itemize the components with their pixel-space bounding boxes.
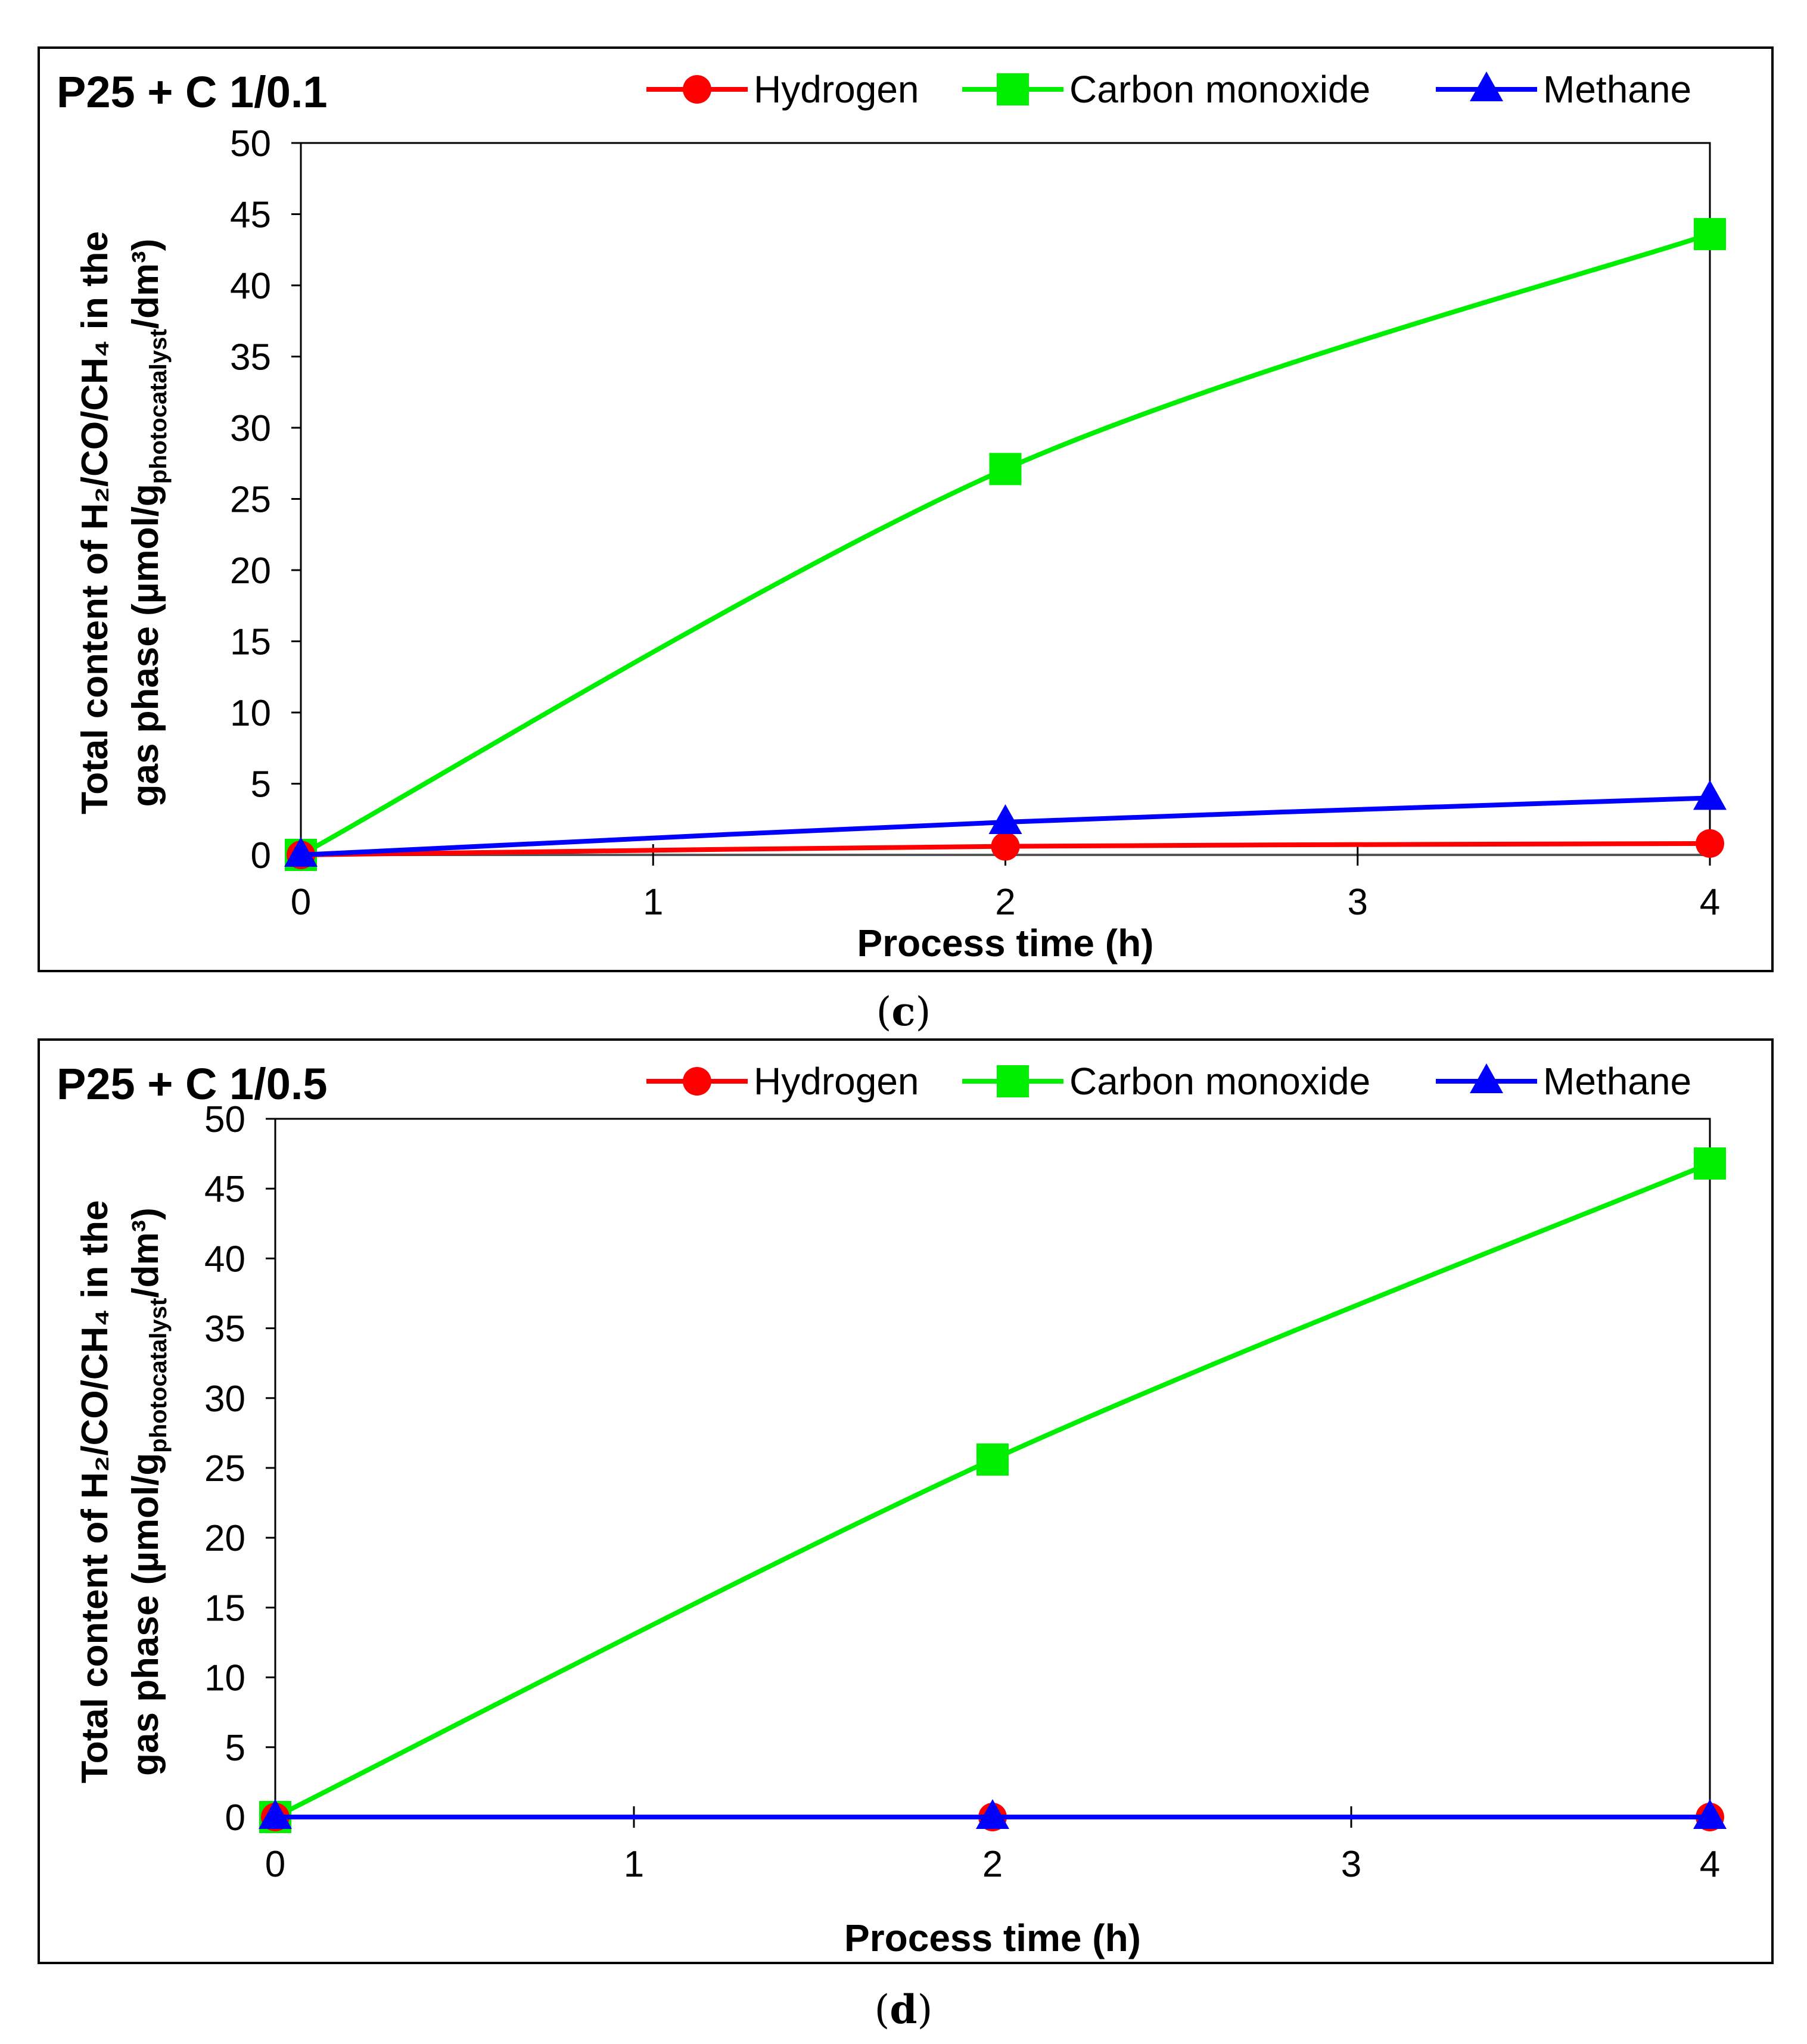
y-tick-label: 10 bbox=[230, 693, 271, 734]
chart-panel-0: P25 + C 1/0.1 0 5 10 15 20 25 30 35 40 45 50 0 1 2 3 4 Pr… bbox=[38, 46, 1774, 972]
x-tick-label: 3 bbox=[1348, 882, 1368, 923]
data-point-methane bbox=[976, 1799, 1009, 1829]
y-tick-label: 50 bbox=[204, 1099, 245, 1140]
x-tick-label: 0 bbox=[291, 882, 311, 923]
panel-caption-c: (c) bbox=[876, 988, 931, 1035]
series-line-carbon-monoxide bbox=[274, 1161, 1711, 1819]
y-tick-label: 20 bbox=[204, 1518, 245, 1559]
y-tick-label: 0 bbox=[225, 1797, 245, 1838]
chart-title: P25 + C 1/0.1 bbox=[57, 67, 328, 117]
data-point-hydrogen bbox=[1696, 829, 1724, 858]
legend-label-2: Methane bbox=[1543, 1060, 1691, 1103]
x-tick-label: 2 bbox=[995, 882, 1015, 923]
data-point-hydrogen bbox=[991, 832, 1020, 861]
y-tick-label: 45 bbox=[230, 195, 271, 236]
x-axis-label: Process time (h) bbox=[857, 922, 1154, 965]
data-point-methane bbox=[988, 804, 1022, 835]
data-point-carbon-monoxide bbox=[976, 1443, 1009, 1476]
y-tick-label: 30 bbox=[230, 408, 271, 449]
legend-marker-0 bbox=[683, 75, 711, 104]
data-point-methane bbox=[284, 837, 318, 867]
data-point-methane bbox=[1693, 780, 1727, 810]
plot-area bbox=[300, 142, 1711, 856]
legend-label-0: Hydrogen bbox=[754, 1060, 919, 1103]
y-tick-label: 45 bbox=[204, 1169, 245, 1210]
data-point-carbon-monoxide bbox=[989, 453, 1022, 486]
legend-marker-1 bbox=[997, 1065, 1029, 1097]
x-tick-label: 4 bbox=[1700, 1844, 1720, 1885]
chart-panel-1: P25 + C 1/0.5 0 5 10 15 20 25 30 35 40 45 50 0 1 2 3 4 Pr… bbox=[38, 1038, 1774, 1964]
x-tick-label: 2 bbox=[982, 1844, 1003, 1885]
y-axis-label-line2: gas phase (µmol/gphotocatalyst/dm³) bbox=[125, 239, 172, 807]
legend-marker-0 bbox=[683, 1067, 711, 1096]
y-tick-label: 0 bbox=[251, 835, 271, 876]
x-tick-label: 1 bbox=[624, 1844, 644, 1885]
panel-caption-d: (d) bbox=[874, 1986, 933, 2033]
y-tick-label: 20 bbox=[230, 550, 271, 592]
chart-frame bbox=[38, 46, 1774, 972]
y-axis-label-line1: Total content of H₂/CO/CH₄ in the bbox=[74, 1200, 116, 1784]
y-axis-label-line1: Total content of H₂/CO/CH₄ in the bbox=[74, 231, 116, 814]
chart-frame bbox=[38, 1038, 1774, 1964]
y-tick-label: 25 bbox=[230, 480, 271, 521]
legend-marker-1 bbox=[997, 73, 1029, 105]
x-tick-label: 3 bbox=[1341, 1844, 1361, 1885]
y-tick-label: 35 bbox=[230, 337, 271, 378]
y-tick-label: 40 bbox=[230, 266, 271, 307]
y-tick-label: 30 bbox=[204, 1379, 245, 1420]
y-tick-label: 50 bbox=[230, 123, 271, 164]
y-tick-label: 35 bbox=[204, 1309, 245, 1350]
x-axis-label: Process time (h) bbox=[844, 1917, 1141, 1959]
y-axis-label-line2: gas phase (µmol/gphotocatalyst/dm³) bbox=[125, 1208, 172, 1776]
data-point-methane bbox=[1693, 1799, 1727, 1829]
y-tick-label: 40 bbox=[204, 1239, 245, 1280]
legend-label-1: Carbon monoxide bbox=[1069, 68, 1370, 111]
legend-label-1: Carbon monoxide bbox=[1069, 1060, 1370, 1103]
legend-marker-2 bbox=[1470, 1063, 1503, 1093]
y-tick-label: 5 bbox=[251, 764, 271, 805]
y-tick-label: 10 bbox=[204, 1658, 245, 1699]
y-tick-label: 25 bbox=[204, 1448, 245, 1489]
data-point-carbon-monoxide bbox=[1694, 1147, 1726, 1180]
chart-title: P25 + C 1/0.5 bbox=[57, 1059, 328, 1109]
y-tick-label: 15 bbox=[204, 1588, 245, 1629]
legend-label-0: Hydrogen bbox=[754, 68, 919, 111]
x-tick-label: 0 bbox=[265, 1844, 285, 1885]
legend-label-2: Methane bbox=[1543, 68, 1691, 111]
x-tick-label: 4 bbox=[1700, 882, 1720, 923]
x-tick-label: 1 bbox=[643, 882, 663, 923]
y-tick-label: 5 bbox=[225, 1728, 245, 1769]
y-tick-label: 15 bbox=[230, 622, 271, 663]
legend-marker-2 bbox=[1470, 71, 1503, 101]
data-point-methane bbox=[259, 1799, 292, 1829]
series-line-carbon-monoxide bbox=[300, 232, 1711, 857]
data-point-carbon-monoxide bbox=[1694, 217, 1726, 250]
